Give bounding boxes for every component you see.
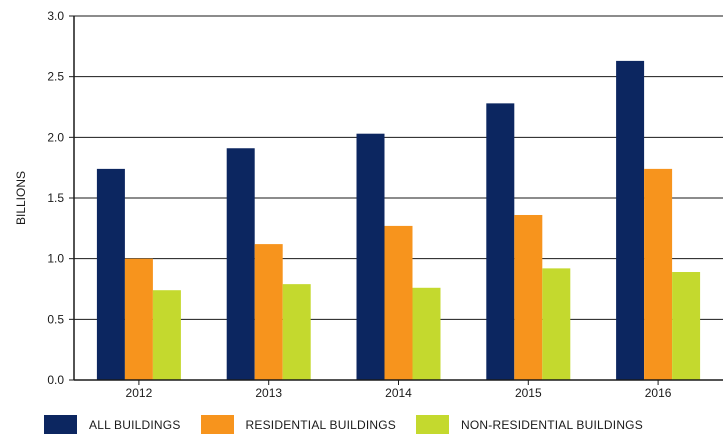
y-tick-label: 3.0: [47, 9, 64, 23]
bar-residential-buildings-2013: [254, 244, 283, 380]
x-tick-labels: 2012 2013 2014 2015 2016: [126, 380, 672, 400]
bar-non-residential-buildings-2016: [672, 272, 701, 380]
bar-all-buildings-2015: [486, 103, 515, 381]
x-tick-label: 2016: [645, 386, 672, 400]
legend-label-non-residential-buildings: NON-RESIDENTIAL BUILDINGS: [461, 417, 643, 432]
legend-swatch-residential-buildings: [200, 415, 234, 434]
legend-swatch-non-residential-buildings: [416, 415, 449, 434]
y-tick-label: 1.0: [47, 252, 64, 266]
legend: ALL BUILDINGS RESIDENTIAL BUILDINGS NON-…: [44, 415, 663, 434]
bar-residential-buildings-2015: [514, 214, 543, 380]
legend-swatch-all-buildings: [44, 415, 77, 434]
x-tick-label: 2015: [515, 386, 542, 400]
y-tick-label: 2.5: [47, 70, 64, 84]
bar-residential-buildings-2012: [124, 258, 153, 380]
y-tick-label: 0.0: [47, 373, 64, 387]
bar-all-buildings-2014: [356, 133, 385, 380]
bar-non-residential-buildings-2013: [282, 284, 311, 380]
bar-non-residential-buildings-2012: [152, 290, 181, 380]
bar-all-buildings-2016: [616, 60, 645, 380]
y-axis-title: BILLIONS: [14, 171, 28, 225]
y-tick-labels: 0.0 0.5 1.0 1.5 2.0 2.5 3.0: [47, 9, 64, 387]
bar-residential-buildings-2016: [644, 168, 673, 380]
legend-label-residential-buildings: RESIDENTIAL BUILDINGS: [245, 417, 396, 432]
legend-item-non-residential-buildings: NON-RESIDENTIAL BUILDINGS: [416, 415, 643, 434]
x-tick-label: 2013: [255, 386, 282, 400]
x-tick-label: 2012: [126, 386, 153, 400]
bar-all-buildings-2012: [96, 168, 125, 380]
x-tick-label: 2014: [385, 386, 412, 400]
y-tick-label: 2.0: [47, 130, 64, 144]
legend-item-all-buildings: ALL BUILDINGS: [44, 415, 181, 434]
gridlines: [69, 15, 723, 381]
bar-non-residential-buildings-2015: [542, 268, 571, 380]
bar-non-residential-buildings-2014: [412, 287, 441, 380]
legend-label-all-buildings: ALL BUILDINGS: [89, 417, 181, 432]
y-tick-label: 1.5: [47, 191, 64, 205]
bar-residential-buildings-2014: [384, 225, 413, 380]
y-tick-label: 0.5: [47, 312, 64, 326]
bar-all-buildings-2013: [226, 148, 255, 380]
legend-item-residential-buildings: RESIDENTIAL BUILDINGS: [200, 415, 396, 434]
bars: [96, 60, 701, 381]
